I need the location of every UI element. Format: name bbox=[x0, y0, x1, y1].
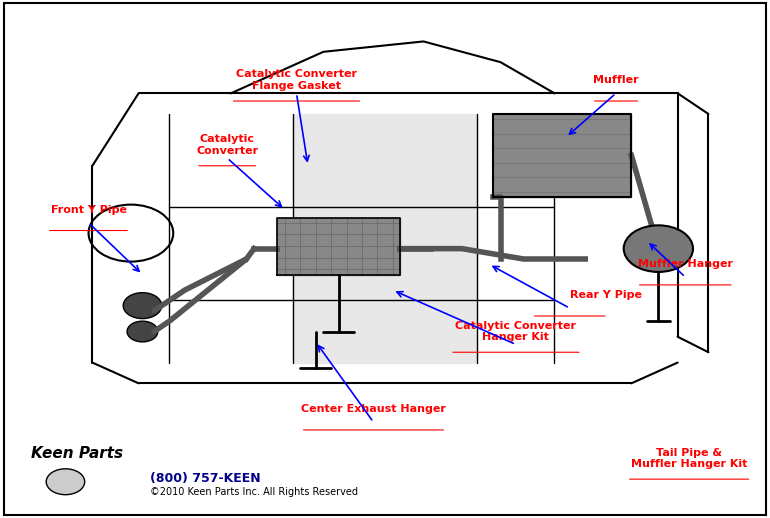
Circle shape bbox=[123, 293, 162, 319]
Circle shape bbox=[624, 225, 693, 272]
Text: Muffler Hanger: Muffler Hanger bbox=[638, 259, 733, 269]
Text: Catalytic Converter
Hanger Kit: Catalytic Converter Hanger Kit bbox=[455, 321, 577, 342]
Text: Catalytic Converter
Flange Gasket: Catalytic Converter Flange Gasket bbox=[236, 69, 357, 91]
Text: Front Y Pipe: Front Y Pipe bbox=[51, 205, 126, 215]
Text: ©2010 Keen Parts Inc. All Rights Reserved: ©2010 Keen Parts Inc. All Rights Reserve… bbox=[150, 487, 358, 497]
Polygon shape bbox=[493, 114, 631, 197]
Circle shape bbox=[127, 321, 158, 342]
Text: (800) 757-KEEN: (800) 757-KEEN bbox=[150, 472, 261, 485]
Text: Catalytic
Converter: Catalytic Converter bbox=[196, 134, 258, 156]
Text: Muffler: Muffler bbox=[593, 75, 639, 85]
Polygon shape bbox=[277, 218, 400, 275]
Text: Center Exhaust Hanger: Center Exhaust Hanger bbox=[301, 404, 446, 414]
Text: Keen Parts: Keen Parts bbox=[31, 447, 123, 462]
Text: Tail Pipe &
Muffler Hanger Kit: Tail Pipe & Muffler Hanger Kit bbox=[631, 448, 748, 469]
Circle shape bbox=[46, 469, 85, 495]
Text: Rear Y Pipe: Rear Y Pipe bbox=[570, 290, 642, 300]
Polygon shape bbox=[293, 114, 477, 363]
